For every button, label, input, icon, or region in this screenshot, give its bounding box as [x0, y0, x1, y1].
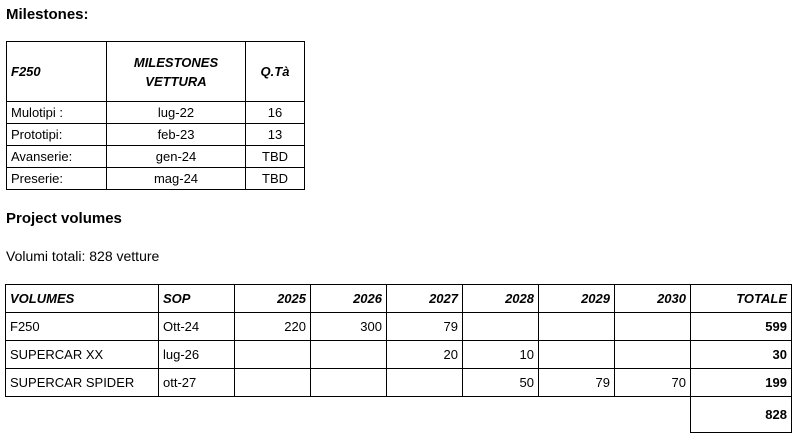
- cell: [234, 340, 311, 369]
- row: Preserie: mag-24 TBD: [6, 167, 305, 190]
- row: Avanserie: gen-24 TBD: [6, 145, 305, 168]
- header-cell: SOP: [158, 284, 235, 313]
- header-cell: TOTALE: [690, 284, 792, 313]
- cell: 50: [462, 368, 539, 397]
- row: SUPERCAR SPIDER ott-27 50 79 70 199: [5, 368, 792, 397]
- cell: 220: [234, 312, 311, 341]
- cell: 599: [690, 312, 792, 341]
- cell: mag-24: [106, 167, 246, 190]
- cell: 30: [690, 340, 792, 369]
- cell: lug-22: [106, 101, 246, 124]
- section-title: Project volumes: [6, 210, 122, 227]
- cell: [310, 340, 387, 369]
- volumes-table: VOLUMES SOP 2025 2026 2027 2028 2029 2030 TOTALE…: [5, 284, 792, 433]
- header-cell: 2029: [538, 284, 615, 313]
- row: SUPERCAR XX lug-26 20 10 30: [5, 340, 792, 369]
- cell: 10: [462, 340, 539, 369]
- cell: 79: [386, 312, 463, 341]
- header-row: VOLUMES SOP 2025 2026 2027 2028 2029 2030 TOTALE: [5, 284, 792, 313]
- cell: 13: [245, 123, 305, 146]
- cell: ott-27: [158, 368, 235, 397]
- cell: [462, 312, 539, 341]
- row: Prototipi: feb-23 13: [6, 123, 305, 146]
- header-row: F250 MILESTONES VETTURA Q.Tà: [6, 41, 305, 102]
- cell: 199: [690, 368, 792, 397]
- cell: TBD: [245, 145, 305, 168]
- cell: Ott-24: [158, 312, 235, 341]
- cell: 16: [245, 101, 305, 124]
- header-cell: 2027: [386, 284, 463, 313]
- cell: TBD: [245, 167, 305, 190]
- cell: lug-26: [158, 340, 235, 369]
- header-cell: F250: [6, 41, 107, 102]
- row: Mulotipi : lug-22 16: [6, 101, 305, 124]
- summary: Volumi totali: 828 vetture: [6, 248, 160, 264]
- row: F250 Ott-24 220 300 79 599: [5, 312, 792, 341]
- cell: gen-24: [106, 145, 246, 168]
- blank: [6, 397, 691, 433]
- header-cell: MILESTONES VETTURA: [106, 41, 246, 102]
- cell: 79: [538, 368, 615, 397]
- cell: 300: [310, 312, 387, 341]
- cell: [614, 312, 691, 341]
- cell: Mulotipi :: [6, 101, 107, 124]
- cell: F250: [5, 312, 159, 341]
- cell: [538, 340, 615, 369]
- cell: [310, 368, 387, 397]
- cell: [234, 368, 311, 397]
- total-row: 828: [6, 396, 792, 433]
- cell: [386, 368, 463, 397]
- cell: 20: [386, 340, 463, 369]
- header-cell: VOLUMES: [5, 284, 159, 313]
- cell: Preserie:: [6, 167, 107, 190]
- header-cell: 2028: [462, 284, 539, 313]
- cell: 70: [614, 368, 691, 397]
- header-cell: 2030: [614, 284, 691, 313]
- cell: feb-23: [106, 123, 246, 146]
- milestones-table: F250 MILESTONES VETTURA Q.Tà Mulotipi : lug-…: [6, 41, 305, 190]
- header-cell: 2025: [234, 284, 311, 313]
- cell: Avanserie:: [6, 145, 107, 168]
- cell: [538, 312, 615, 341]
- cell: SUPERCAR XX: [5, 340, 159, 369]
- cell: SUPERCAR SPIDER: [5, 368, 159, 397]
- header-cell: 2026: [310, 284, 387, 313]
- cell: Prototipi:: [6, 123, 107, 146]
- cell: [614, 340, 691, 369]
- header-cell: Q.Tà: [245, 41, 305, 102]
- total-cell: 828: [690, 396, 792, 433]
- section-title: Milestones:: [6, 6, 89, 23]
